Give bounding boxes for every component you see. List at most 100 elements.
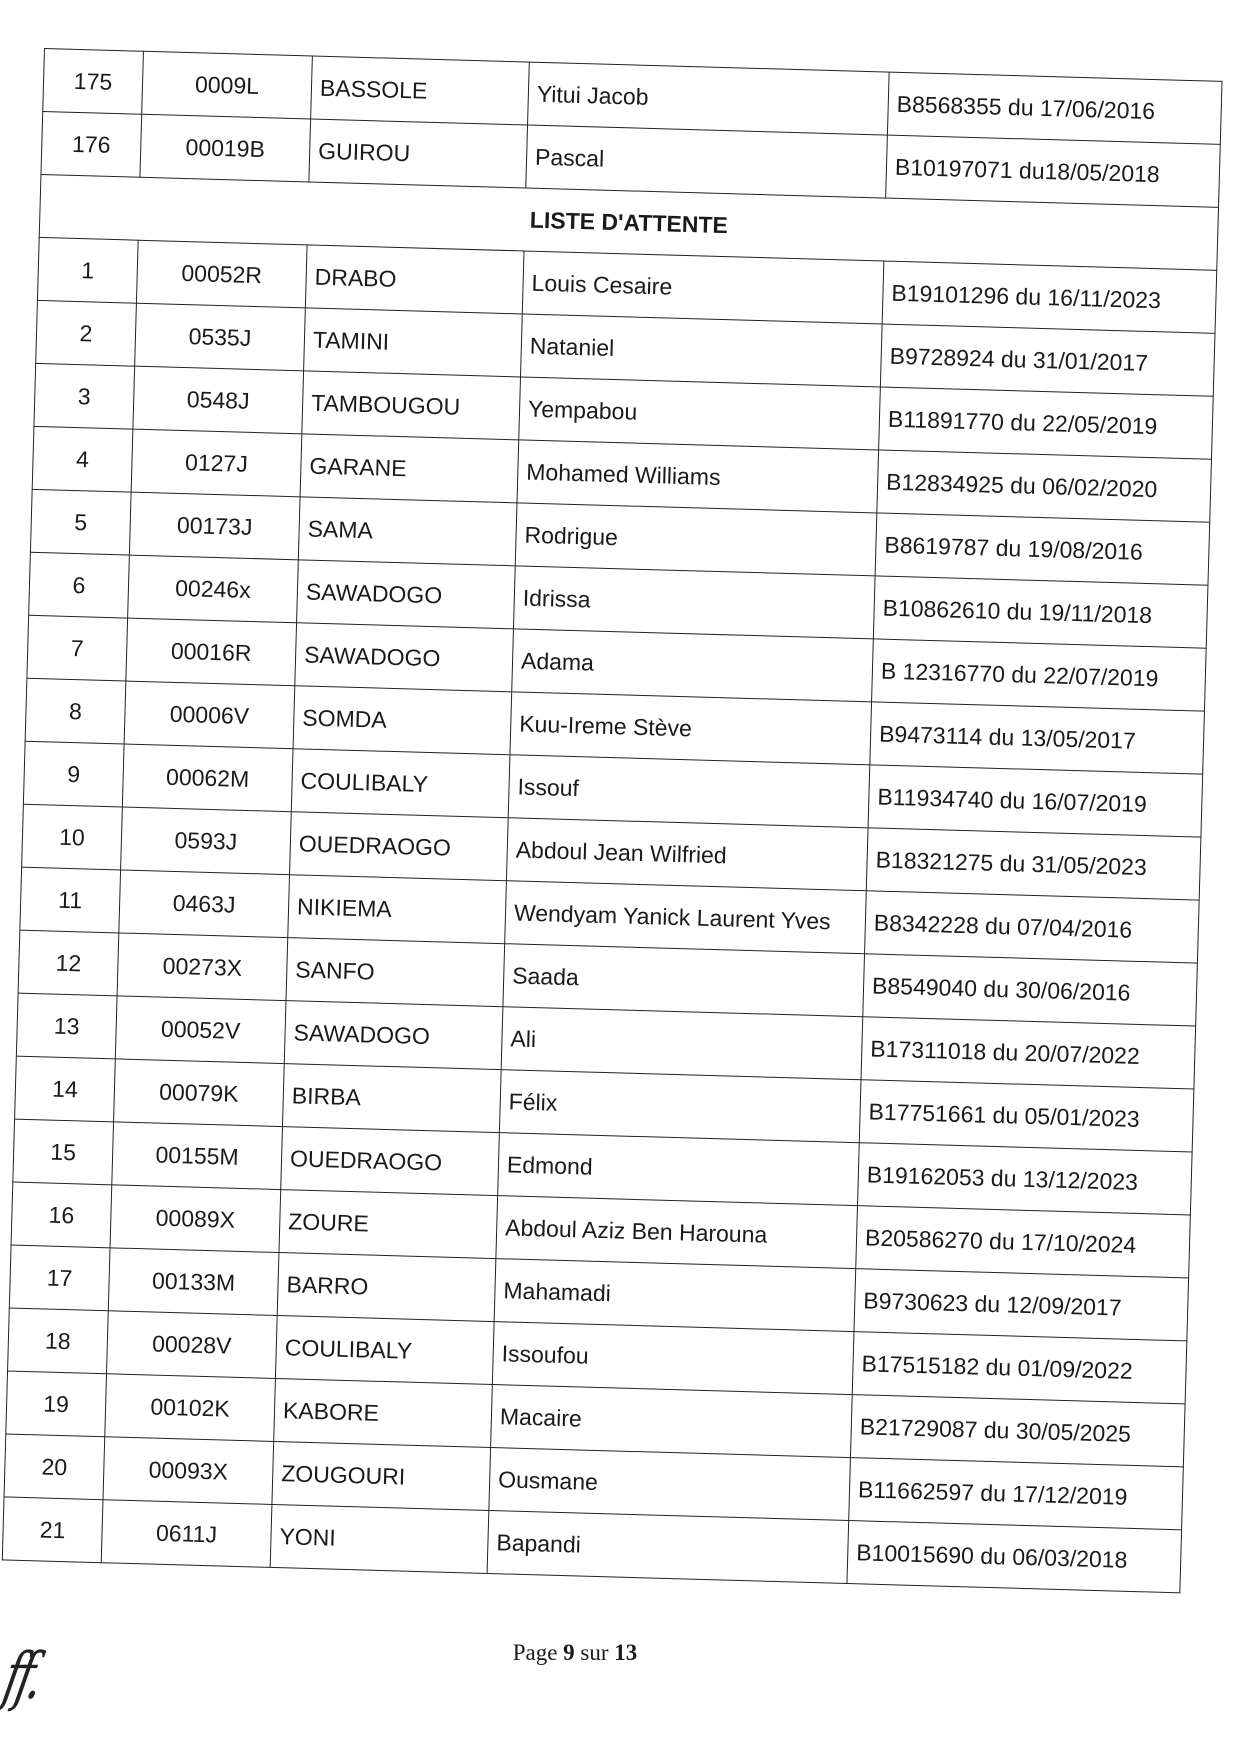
row-id-document: B19101296 du 16/11/2023 <box>882 261 1217 334</box>
row-first-names: Louis Cesaire <box>522 250 884 325</box>
row-last-name: ZOUGOURI <box>271 1441 491 1511</box>
total-pages: 13 <box>614 1640 638 1665</box>
row-last-name: BIRBA <box>282 1063 502 1133</box>
row-first-names: Mahamadi <box>494 1258 856 1332</box>
row-id-document: B8619787 du 19/08/2016 <box>875 512 1210 586</box>
row-first-names: Abdoul Aziz Ben Harouna <box>495 1195 858 1269</box>
row-number: 8 <box>25 678 126 745</box>
row-code: 0463J <box>118 869 290 938</box>
row-last-name: GARANE <box>300 433 519 503</box>
page-footer: Page 9 sur 13 <box>0 1640 1150 1666</box>
row-first-names: Nataniel <box>520 313 883 387</box>
row-first-names: Mohamed Williams <box>516 439 879 513</box>
row-number: 2 <box>35 300 137 367</box>
row-first-names: Pascal <box>525 125 888 199</box>
row-first-names: Bapandi <box>487 1510 849 1584</box>
row-last-name: SOMDA <box>293 685 512 755</box>
row-code: 00079K <box>113 1058 285 1127</box>
row-id-document: B10015690 du 06/03/2018 <box>846 1520 1182 1593</box>
row-last-name: TAMINI <box>303 307 523 377</box>
row-first-names: Félix <box>499 1069 862 1143</box>
row-number: 7 <box>26 615 128 682</box>
row-code: 0535J <box>134 303 306 371</box>
row-first-names: Edmond <box>497 1132 860 1206</box>
list-table-wrapper: 175 0009L BASSOLE Yitui Jacob B8568355 du 17… <box>2 48 1223 1593</box>
row-code: 00062M <box>122 744 294 812</box>
row-id-document: B8549040 du 30/06/2016 <box>862 953 1198 1027</box>
row-id-document: B10197071 du18/05/2018 <box>885 135 1221 208</box>
row-first-names: Kuu-Ireme Stève <box>509 691 872 765</box>
row-id-document: B12834925 du 06/02/2020 <box>876 449 1212 523</box>
row-first-names: Abdoul Jean Wilfried <box>506 817 869 891</box>
row-code: 00246x <box>127 555 299 623</box>
row-first-names: Yempabou <box>518 376 881 450</box>
row-code: 0548J <box>132 366 304 434</box>
row-id-document: B8342228 du 07/04/2016 <box>864 890 1200 964</box>
row-first-names: Wendyam Yanick Laurent Yves <box>504 880 867 954</box>
row-number: 176 <box>40 111 142 178</box>
row-code: 0009L <box>141 51 313 119</box>
row-code: 0611J <box>101 1499 272 1568</box>
row-first-names: Issoufou <box>492 1321 854 1395</box>
row-id-document: B17751661 du 05/01/2023 <box>859 1079 1194 1152</box>
row-first-names: Issouf <box>508 754 870 828</box>
row-number: 6 <box>28 552 130 619</box>
row-number: 21 <box>2 1496 103 1563</box>
row-last-name: KABORE <box>273 1378 493 1448</box>
row-code: 00052V <box>115 995 286 1064</box>
row-code: 0593J <box>120 806 292 875</box>
row-first-names: Yitui Jacob <box>527 62 890 136</box>
page-label: Page <box>512 1640 558 1665</box>
row-number: 14 <box>14 1056 116 1122</box>
row-id-document: B17311018 du 20/07/2022 <box>861 1016 1196 1090</box>
row-last-name: NIKIEMA <box>287 874 507 944</box>
row-code: 00273X <box>117 932 288 1001</box>
row-number: 11 <box>19 867 121 933</box>
row-number: 5 <box>30 489 132 556</box>
row-last-name: COULIBALY <box>275 1315 495 1385</box>
row-id-document: B10862610 du 19/11/2018 <box>873 575 1208 649</box>
row-first-names: Adama <box>511 628 874 702</box>
row-id-document: B9728924 du 31/01/2017 <box>880 324 1215 397</box>
row-first-names: Saada <box>502 943 865 1017</box>
row-last-name: OUEDRAOGO <box>280 1126 500 1196</box>
row-last-name: DRABO <box>305 244 525 314</box>
row-first-names: Idrissa <box>513 565 876 639</box>
row-number: 4 <box>32 426 133 493</box>
row-id-document: B21729087 du 30/05/2025 <box>850 1394 1186 1467</box>
row-first-names: Ali <box>501 1006 863 1080</box>
row-last-name: SANFO <box>285 937 505 1007</box>
row-id-document: B8568355 du 17/06/2016 <box>887 72 1223 145</box>
row-number: 19 <box>5 1370 107 1437</box>
row-last-name: ZOURE <box>278 1189 498 1259</box>
row-number: 16 <box>11 1182 112 1248</box>
row-number: 1 <box>37 237 139 304</box>
row-code: 0127J <box>131 429 302 497</box>
row-first-names: Ousmane <box>488 1447 851 1521</box>
row-number: 9 <box>23 741 125 807</box>
row-code: 00016R <box>125 618 297 686</box>
row-id-document: B 12316770 du 22/07/2019 <box>871 638 1207 712</box>
row-last-name: BARRO <box>277 1252 496 1322</box>
row-number: 175 <box>42 48 144 115</box>
row-code: 00006V <box>124 681 295 749</box>
row-number: 17 <box>9 1245 111 1311</box>
row-number: 3 <box>33 363 135 430</box>
row-code: 00102K <box>104 1373 276 1442</box>
row-last-name: SAWADOGO <box>296 559 516 629</box>
row-id-document: B11662597 du 17/12/2019 <box>848 1457 1184 1530</box>
row-last-name: OUEDRAOGO <box>289 811 509 881</box>
row-id-document: B17515182 du 01/09/2022 <box>852 1331 1187 1404</box>
row-code: 00089X <box>110 1184 281 1253</box>
row-code: 00173J <box>129 492 301 560</box>
list-table: 175 0009L BASSOLE Yitui Jacob B8568355 du 17… <box>2 48 1223 1593</box>
row-number: 15 <box>12 1119 114 1185</box>
row-last-name: COULIBALY <box>291 748 510 818</box>
row-code: 00155M <box>111 1121 283 1190</box>
row-id-document: B9730623 du 12/09/2017 <box>853 1268 1189 1341</box>
row-code: 00093X <box>102 1436 274 1505</box>
row-id-document: B20586270 du 17/10/2024 <box>855 1205 1191 1278</box>
row-code: 00028V <box>106 1310 278 1379</box>
page-of-label: sur <box>580 1640 609 1665</box>
row-number: 12 <box>18 930 119 996</box>
